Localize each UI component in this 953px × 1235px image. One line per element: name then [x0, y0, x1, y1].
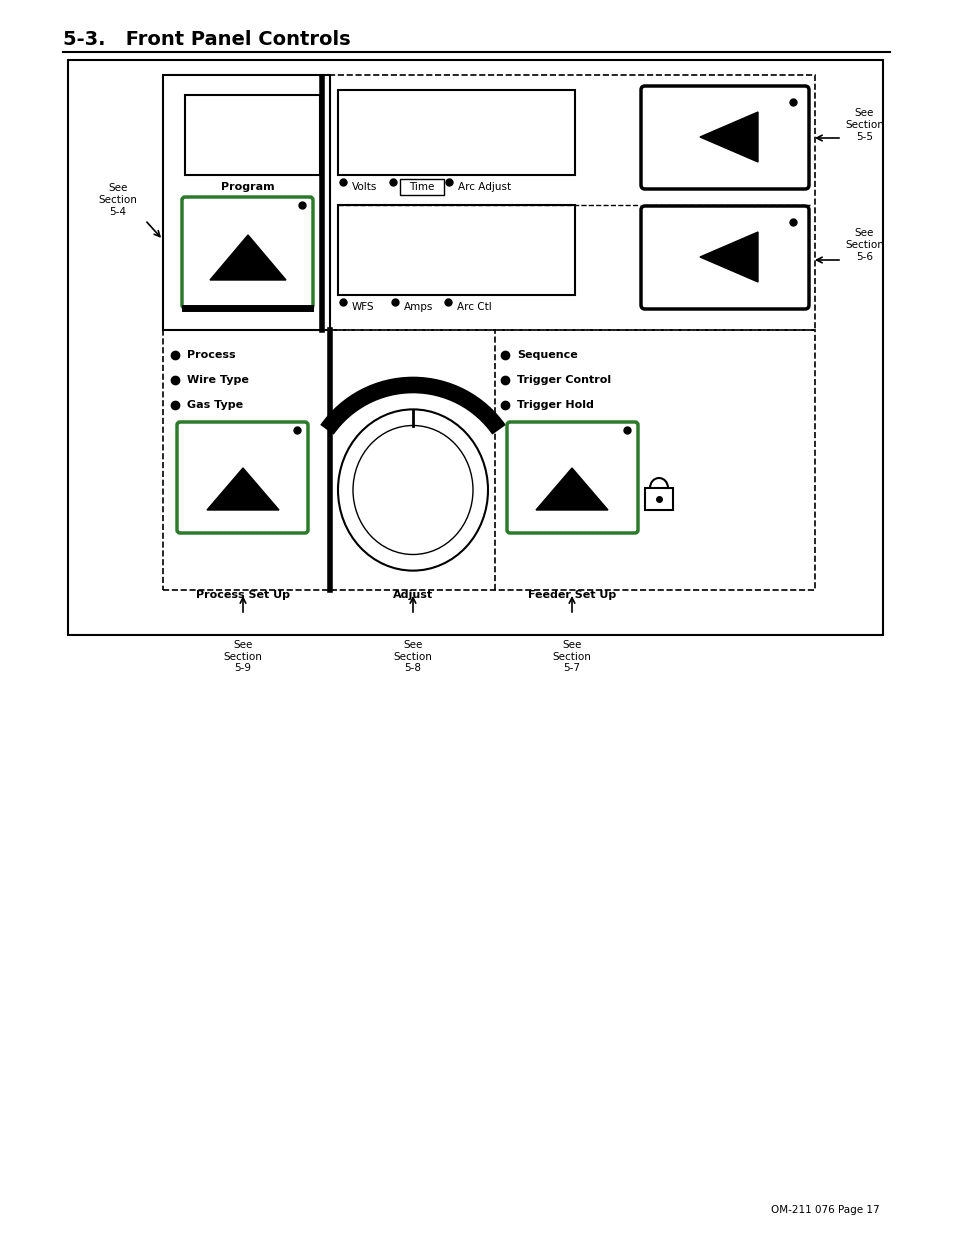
FancyBboxPatch shape: [182, 198, 313, 308]
FancyBboxPatch shape: [506, 422, 638, 534]
Text: Volts: Volts: [352, 182, 377, 191]
Bar: [337, 90, 575, 175]
Text: Time: Time: [409, 182, 435, 191]
Polygon shape: [536, 468, 607, 510]
Polygon shape: [207, 468, 278, 510]
Text: Adjust: Adjust: [393, 590, 433, 600]
Bar: [163, 75, 330, 330]
Text: See
Section
5-9: See Section 5-9: [223, 640, 262, 673]
Bar: [163, 75, 814, 330]
Text: Wire Type: Wire Type: [187, 375, 249, 385]
Bar: [163, 330, 814, 590]
Text: Trigger Control: Trigger Control: [517, 375, 611, 385]
Polygon shape: [700, 232, 758, 282]
Polygon shape: [210, 235, 286, 280]
Text: Trigger Hold: Trigger Hold: [517, 400, 594, 410]
Text: See
Section
5-4: See Section 5-4: [98, 184, 137, 216]
Bar: [68, 61, 882, 635]
FancyBboxPatch shape: [640, 86, 808, 189]
Text: Amps: Amps: [403, 303, 433, 312]
Text: WFS: WFS: [352, 303, 375, 312]
Text: Arc Adjust: Arc Adjust: [457, 182, 511, 191]
Polygon shape: [700, 112, 758, 162]
Text: See
Section
5-6: See Section 5-6: [844, 228, 882, 262]
Text: See
Section
5-8: See Section 5-8: [394, 640, 432, 673]
Text: Process Set Up: Process Set Up: [195, 590, 290, 600]
Text: Gas Type: Gas Type: [187, 400, 243, 410]
Bar: [644, 488, 672, 510]
Bar: [337, 205, 575, 295]
Text: 5-3.   Front Panel Controls: 5-3. Front Panel Controls: [63, 30, 351, 49]
Text: Process: Process: [187, 350, 235, 359]
Bar: [185, 95, 319, 175]
Text: See
Section
5-7: See Section 5-7: [552, 640, 591, 673]
Text: Arc Ctl: Arc Ctl: [456, 303, 491, 312]
FancyBboxPatch shape: [640, 206, 808, 309]
Text: Program: Program: [221, 182, 274, 191]
FancyBboxPatch shape: [177, 422, 308, 534]
Text: OM-211 076 Page 17: OM-211 076 Page 17: [771, 1205, 879, 1215]
Text: See
Section
5-5: See Section 5-5: [844, 109, 882, 142]
Text: Sequence: Sequence: [517, 350, 578, 359]
Bar: [399, 179, 443, 195]
Text: Feeder Set Up: Feeder Set Up: [527, 590, 616, 600]
